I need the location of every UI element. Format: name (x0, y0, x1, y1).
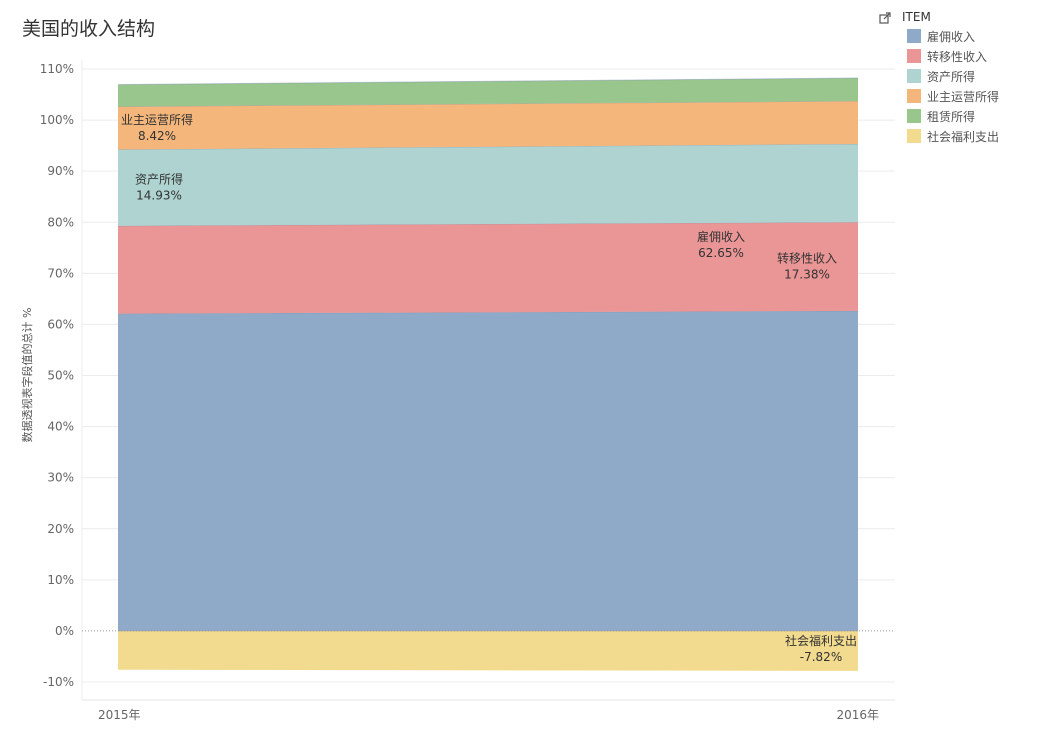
legend-title: ITEM (902, 10, 931, 24)
area-series (117, 77, 859, 671)
legend-item[interactable]: 转移性收入 (907, 46, 1043, 66)
chart-area: -10% 0% 10% 20% 30% 40% 50% 60% 70% 80% 90% 100% 110… (20, 60, 895, 722)
y-tick-label: 20% (47, 522, 74, 536)
data-label-name: 雇佣收入 (697, 229, 745, 244)
legend-swatch (907, 49, 921, 63)
x-tick-label: 2016年 (836, 708, 879, 722)
y-tick-label: 40% (47, 420, 74, 434)
area-series-2 (118, 143, 858, 226)
data-label-value: -7.82% (800, 650, 842, 664)
legend-label: 转移性收入 (927, 49, 988, 64)
x-axis-ticks: 2015年 2016年 (98, 708, 879, 722)
area-series-4 (118, 78, 858, 107)
y-axis-ticks: -10% 0% 10% 20% 30% 40% 50% 60% 70% 80% 90% 100% 110… (40, 62, 74, 689)
y-tick-label: -10% (43, 675, 74, 689)
legend-swatch (907, 109, 921, 123)
data-label-value: 17.38% (784, 267, 830, 281)
legend-swatch (907, 29, 921, 43)
y-tick-label: 80% (47, 215, 74, 229)
data-label-name: 社会福利支出 (785, 633, 857, 648)
legend-item[interactable]: 资产所得 (907, 66, 1043, 86)
y-tick-label: 0% (55, 624, 74, 638)
legend-label: 社会福利支出 (927, 129, 1000, 144)
area-edge (117, 77, 859, 86)
legend-item[interactable]: 租赁所得 (907, 106, 1043, 126)
stacked-area-chart: -10% 0% 10% 20% 30% 40% 50% 60% 70% 80% 90% 100% 110… (20, 60, 895, 722)
area-series-5 (118, 630, 858, 671)
legend-header: ITEM (878, 8, 1043, 26)
legend-label: 资产所得 (927, 69, 976, 84)
y-tick-label: 30% (47, 471, 74, 485)
data-label-value: 14.93% (136, 189, 182, 203)
legend-swatch (907, 69, 921, 83)
x-tick-label: 2015年 (98, 708, 141, 722)
legend-label: 租赁所得 (927, 109, 976, 124)
y-axis-label: 数据透视表字段值的总计 % (20, 308, 34, 443)
data-label-name: 资产所得 (135, 172, 183, 187)
chart-title: 美国的收入结构 (22, 18, 156, 40)
data-label-value: 8.42% (138, 129, 176, 143)
data-labels: 雇佣收入 62.65% 转移性收入 17.38% 资产所得 14.93% 业主运营所得 8.4… (121, 112, 857, 664)
y-tick-label: 90% (47, 164, 74, 178)
legend: ITEM 雇佣收入 转移性收入 资产所得 业主运营所得 租赁所得 社会福利支出 (878, 8, 1043, 146)
area-series-1 (118, 222, 858, 314)
legend-item[interactable]: 业主运营所得 (907, 86, 1043, 106)
popout-icon[interactable] (878, 10, 892, 24)
legend-label: 业主运营所得 (927, 89, 1000, 104)
area-series-3 (118, 101, 858, 150)
y-tick-label: 60% (47, 317, 74, 331)
y-tick-label: 100% (40, 113, 74, 127)
legend-items: 雇佣收入 转移性收入 资产所得 业主运营所得 租赁所得 社会福利支出 (878, 26, 1043, 146)
legend-item[interactable]: 社会福利支出 (907, 126, 1043, 146)
legend-swatch (907, 129, 921, 143)
legend-swatch (907, 89, 921, 103)
legend-item[interactable]: 雇佣收入 (907, 26, 1043, 46)
data-label-name: 转移性收入 (777, 250, 837, 265)
y-tick-label: 50% (47, 369, 74, 383)
y-tick-label: 10% (47, 573, 74, 587)
data-label-name: 业主运营所得 (121, 112, 193, 127)
area-series-0 (118, 310, 858, 631)
y-tick-label: 70% (47, 266, 74, 280)
legend-label: 雇佣收入 (927, 29, 976, 44)
y-tick-label: 110% (40, 62, 74, 76)
data-label-value: 62.65% (698, 246, 744, 260)
